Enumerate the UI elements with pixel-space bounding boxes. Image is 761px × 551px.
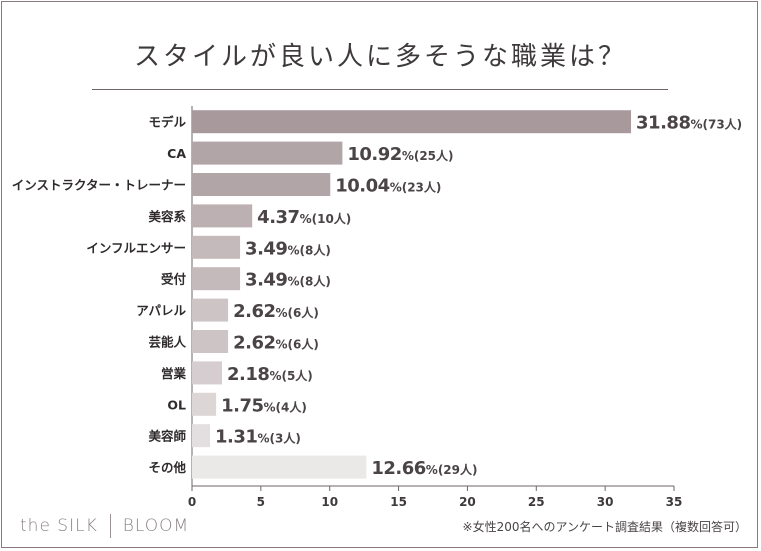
bar [192,424,211,448]
chart-title: スタイルが良い人に多そうな職業は？ [133,42,627,72]
x-tick-label: 20 [459,495,476,509]
bar [192,235,241,259]
category-label: インフルエンサー [86,240,186,255]
x-tick-label: 30 [597,495,614,509]
value-percent: % [276,338,288,352]
value-percent: % [276,306,288,320]
category-label: インストラクター・トレーナー [12,178,186,193]
respondent-count: (3人) [269,431,300,446]
value-label: 1.31%(3人) [215,427,301,448]
value-percent: % [269,369,281,383]
bar [192,267,241,291]
bar [192,392,217,416]
respondent-count: (4人) [276,399,307,414]
category-label: OL [167,397,186,412]
x-tick-label: 5 [257,495,265,509]
brand-separator [109,514,111,538]
bar [192,141,343,165]
value-percent: % [690,118,702,132]
value-label: 1.75%(4人) [221,395,307,416]
value-number: 3.49 [245,238,287,259]
category-label: 芸能人 [148,335,186,350]
value-percent: % [390,181,402,195]
x-tick-label: 15 [390,495,407,509]
value-percent: % [287,243,299,257]
value-label: 10.92%(25人) [347,144,453,165]
value-number: 2.18 [227,364,269,385]
bar [192,361,223,385]
value-percent: % [426,463,438,477]
x-tick-label: 35 [666,495,683,509]
value-percent: % [287,275,299,289]
bar [192,173,331,196]
value-label: 4.37%(10人) [257,207,351,228]
respondent-count: (23人) [402,180,442,195]
respondent-count: (25人) [414,148,454,163]
value-percent: % [402,149,414,163]
value-label: 2.62%(6人) [233,301,319,322]
x-tick-label: 25 [528,495,545,509]
respondent-count: (8人) [300,274,331,289]
brand-name-right: BLOOM [122,516,190,536]
value-label: 2.18%(5人) [227,364,313,385]
value-label: 12.66%(29人) [371,458,477,479]
value-label: 10.04%(23人) [335,176,441,197]
value-number: 3.49 [245,270,287,291]
brand-name-left: the SILK [20,516,98,536]
value-label: 3.49%(8人) [245,270,331,291]
value-number: 2.62 [233,301,275,322]
category-label: その他 [148,460,186,475]
respondent-count: (6人) [288,337,319,352]
value-percent: % [264,400,276,414]
category-label: アパレル [136,303,186,318]
value-number: 4.37 [257,207,299,228]
brand-logo: the SILK BLOOM [20,514,189,538]
bar [192,455,367,479]
value-label: 2.62%(6人) [233,333,319,354]
category-label: 美容師 [148,429,186,444]
value-percent: % [300,212,312,226]
category-label: モデル [148,115,186,130]
value-number: 12.66 [371,458,425,479]
x-tick-label: 10 [321,495,338,509]
bar [192,330,229,353]
value-number: 2.62 [233,333,275,354]
bar [192,204,253,228]
survey-footnote: ※女性200名へのアンケート調査結果（複数回答可） [462,520,747,534]
title-divider [92,89,668,90]
value-number: 31.88 [636,113,690,134]
respondent-count: (10人) [312,211,352,226]
respondent-count: (73人) [703,117,743,132]
respondent-count: (6人) [288,305,319,320]
value-label: 3.49%(8人) [245,238,331,259]
x-tick-label: 0 [188,495,196,509]
value-number: 10.04 [335,176,389,197]
category-label: 美容系 [148,209,186,224]
value-number: 1.75 [221,395,263,416]
respondent-count: (8人) [300,242,331,257]
category-label: 受付 [161,272,187,287]
category-label: CA [167,146,186,161]
category-label: 営業 [161,366,187,381]
respondent-count: (5人) [281,368,312,383]
value-number: 1.31 [215,427,257,448]
value-number: 10.92 [347,144,401,165]
bar [192,110,632,134]
value-percent: % [257,432,269,446]
bar [192,298,229,322]
value-label: 31.88%(73人) [636,113,742,134]
respondent-count: (29人) [438,462,478,477]
